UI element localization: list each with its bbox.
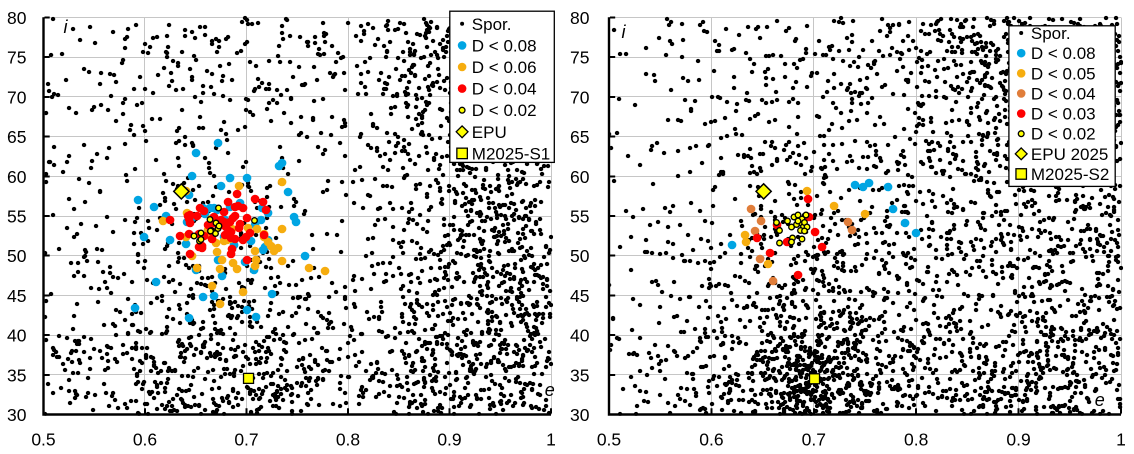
svg-text:40: 40 (7, 326, 27, 346)
svg-text:70: 70 (7, 87, 27, 107)
svg-text:e: e (1095, 390, 1105, 410)
svg-text:Spor.: Spor. (1031, 24, 1071, 43)
svg-text:45: 45 (570, 286, 589, 306)
svg-text:D < 0.06: D < 0.06 (472, 58, 537, 77)
svg-text:e: e (545, 380, 555, 400)
svg-text:0.5: 0.5 (597, 430, 621, 450)
svg-text:0.6: 0.6 (699, 430, 723, 450)
svg-text:70: 70 (570, 87, 590, 107)
svg-text:0.8: 0.8 (336, 430, 360, 450)
svg-text:D < 0.02: D < 0.02 (1031, 125, 1096, 144)
svg-text:65: 65 (7, 127, 26, 147)
svg-text:35: 35 (7, 365, 26, 385)
svg-text:30: 30 (570, 405, 590, 425)
svg-text:D < 0.08: D < 0.08 (472, 36, 537, 55)
svg-text:D < 0.05: D < 0.05 (1031, 64, 1096, 83)
svg-text:0.7: 0.7 (802, 430, 826, 450)
svg-text:75: 75 (570, 48, 589, 68)
svg-text:35: 35 (570, 365, 589, 385)
svg-text:80: 80 (570, 8, 590, 28)
svg-text:30: 30 (7, 405, 27, 425)
svg-text:D < 0.04: D < 0.04 (1031, 84, 1096, 103)
svg-text:i: i (622, 22, 627, 42)
svg-text:0.6: 0.6 (133, 430, 157, 450)
svg-text:D < 0.08: D < 0.08 (1031, 44, 1096, 63)
svg-text:EPU 2025: EPU 2025 (1031, 145, 1109, 164)
svg-text:0.9: 0.9 (437, 430, 461, 450)
svg-text:50: 50 (7, 246, 27, 266)
svg-text:Spor.: Spor. (472, 15, 512, 34)
svg-text:45: 45 (7, 286, 26, 306)
svg-text:0.7: 0.7 (234, 430, 258, 450)
svg-text:EPU: EPU (472, 123, 507, 142)
svg-text:40: 40 (570, 326, 590, 346)
svg-text:50: 50 (570, 246, 590, 266)
svg-text:D < 0.04: D < 0.04 (472, 80, 537, 99)
svg-text:0.8: 0.8 (904, 430, 928, 450)
svg-text:0.5: 0.5 (31, 430, 55, 450)
svg-text:1: 1 (1116, 430, 1126, 450)
svg-text:0.9: 0.9 (1006, 430, 1030, 450)
svg-text:D < 0.03: D < 0.03 (1031, 105, 1096, 124)
svg-text:80: 80 (7, 8, 27, 28)
svg-text:M2025-S2: M2025-S2 (1031, 165, 1109, 184)
svg-text:65: 65 (570, 127, 589, 147)
svg-text:M2025-S1: M2025-S1 (472, 144, 550, 163)
svg-text:60: 60 (7, 167, 27, 187)
svg-text:1: 1 (546, 430, 556, 450)
svg-text:i: i (64, 17, 69, 37)
svg-text:75: 75 (7, 48, 26, 68)
svg-text:55: 55 (570, 207, 589, 227)
svg-text:55: 55 (7, 207, 26, 227)
svg-text:60: 60 (570, 167, 590, 187)
svg-text:D < 0.02: D < 0.02 (472, 101, 537, 120)
